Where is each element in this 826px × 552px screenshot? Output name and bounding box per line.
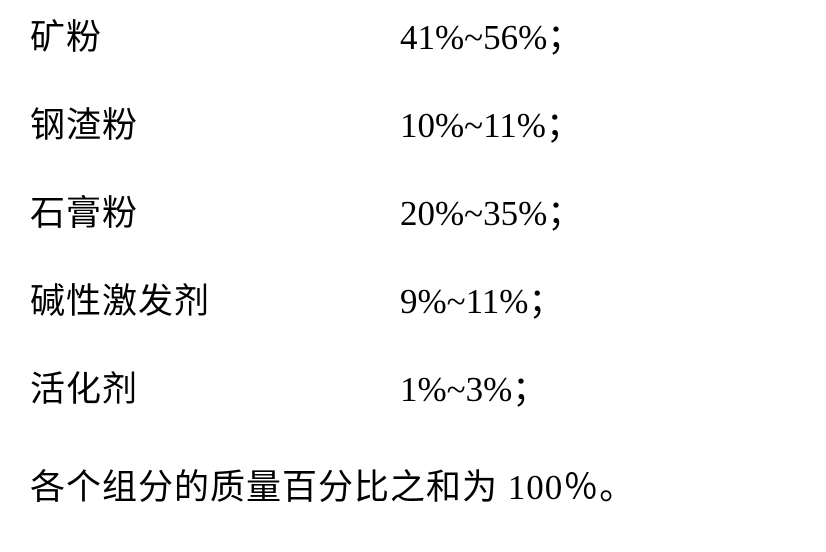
summary-line: 各个组分的质量百分比之和为 100％。: [30, 460, 796, 505]
ingredient-label: 碱性激发剂: [30, 284, 400, 319]
ingredient-value: 20%~35%；: [400, 196, 582, 231]
ingredient-label: 矿粉: [30, 20, 400, 55]
ingredient-row: 钢渣粉 10%~11%；: [30, 108, 796, 196]
ingredient-label: 钢渣粉: [30, 108, 400, 143]
ingredient-value: 1%~3%；: [400, 372, 547, 407]
ingredient-row: 活化剂 1%~3%；: [30, 372, 796, 460]
ingredient-row: 碱性激发剂 9%~11%；: [30, 284, 796, 372]
ingredient-value: 10%~11%；: [400, 108, 581, 143]
ingredient-value: 9%~11%；: [400, 284, 563, 319]
ingredient-label: 活化剂: [30, 372, 400, 407]
document-body: 矿粉 41%~56%； 钢渣粉 10%~11%； 石膏粉 20%~35%； 碱性…: [0, 0, 826, 552]
ingredient-label: 石膏粉: [30, 196, 400, 231]
ingredient-value: 41%~56%；: [400, 20, 582, 55]
ingredient-row: 石膏粉 20%~35%；: [30, 196, 796, 284]
ingredient-row: 矿粉 41%~56%；: [30, 20, 796, 108]
